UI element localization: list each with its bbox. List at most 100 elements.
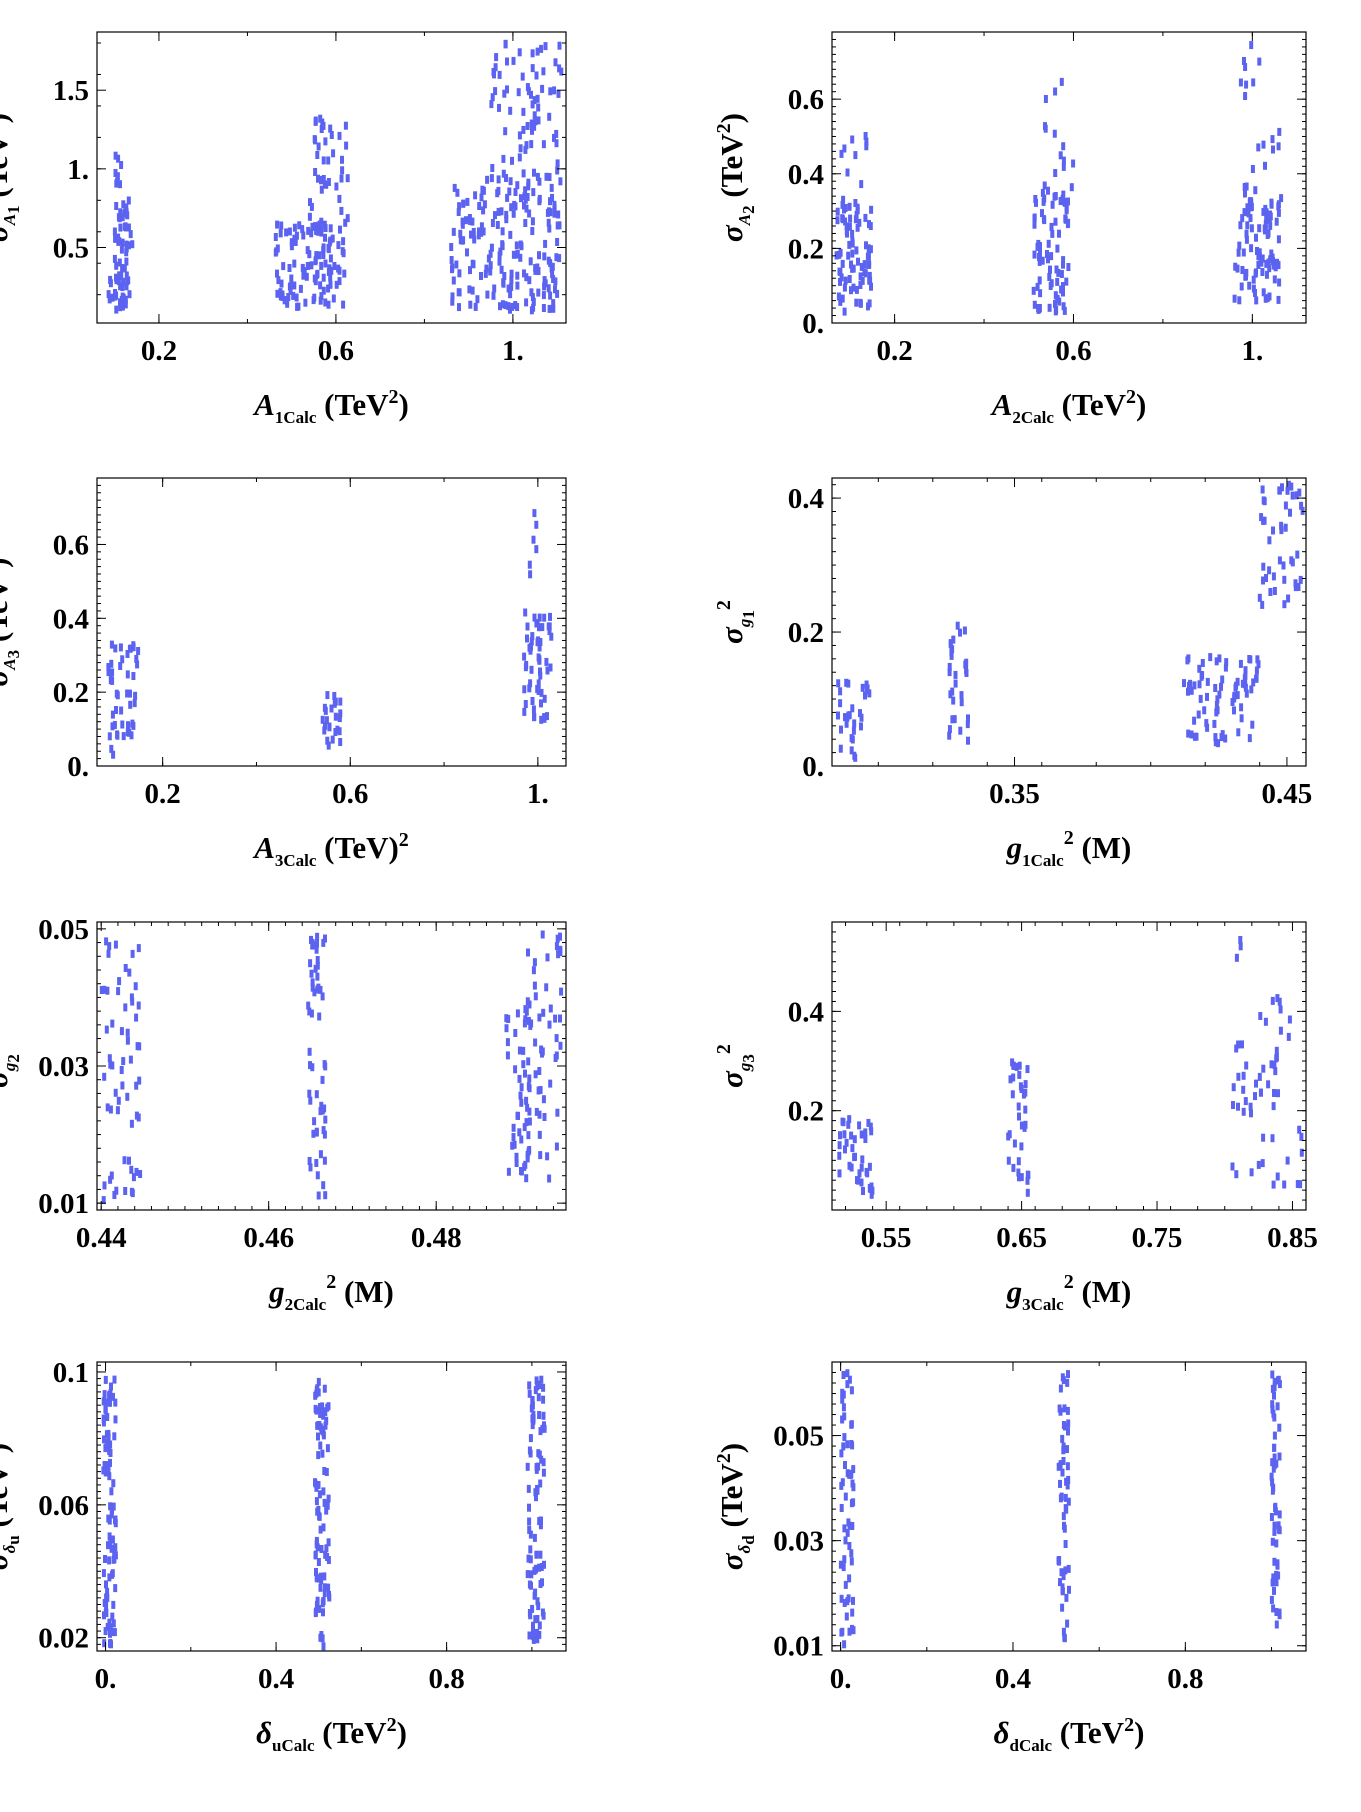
data-point (854, 298, 859, 307)
data-point (841, 195, 846, 204)
x-label-subscript: Calc (283, 408, 317, 427)
data-point (843, 1580, 848, 1589)
data-point (318, 114, 323, 123)
data-point (542, 1424, 547, 1433)
data-point (528, 1545, 533, 1554)
data-point (472, 235, 477, 244)
data-point (556, 89, 561, 98)
data-point (552, 209, 557, 218)
data-point (1260, 1159, 1265, 1168)
data-point (536, 636, 541, 645)
data-point (1058, 1384, 1063, 1393)
data-point (1272, 1586, 1276, 1595)
data-point (1270, 1405, 1275, 1414)
data-point (118, 208, 123, 217)
data-point (554, 139, 559, 148)
data-point (838, 1560, 843, 1569)
data-point (853, 753, 858, 762)
data-point (552, 133, 556, 142)
x-tick-label: 0.35 (989, 778, 1040, 810)
data-point (958, 628, 962, 637)
y-label-units: (TeV (714, 1463, 749, 1536)
data-point (490, 219, 495, 227)
data-point (501, 154, 506, 163)
data-point (1298, 575, 1303, 584)
data-point (1047, 303, 1052, 312)
x-label-symbol: A (252, 387, 275, 422)
data-point (121, 1057, 126, 1066)
data-point (322, 1104, 327, 1113)
data-point (543, 42, 548, 51)
plot-frame (96, 1361, 567, 1652)
data-point (123, 1187, 128, 1195)
data-point (509, 275, 514, 284)
data-point (523, 186, 528, 195)
data-point (318, 1150, 323, 1159)
data-point (133, 982, 138, 991)
data-point (511, 250, 516, 259)
data-point (1061, 1512, 1066, 1521)
data-point (863, 691, 867, 700)
data-point (1247, 655, 1252, 663)
data-point (1272, 275, 1277, 284)
data-point (1287, 1015, 1292, 1024)
data-point (1064, 206, 1069, 215)
data-point (468, 266, 472, 275)
x-label-symbol: δ (994, 1715, 1010, 1750)
data-point (527, 1381, 532, 1390)
data-point (1213, 684, 1218, 692)
data-point (102, 1435, 106, 1444)
data-point (1239, 703, 1244, 712)
data-point (101, 1466, 106, 1475)
data-point (1245, 203, 1250, 212)
data-point (315, 932, 320, 941)
data-point (510, 1141, 515, 1150)
data-point (541, 1008, 546, 1017)
data-point (1261, 288, 1266, 297)
data-point (105, 1398, 110, 1407)
data-point (857, 218, 862, 227)
data-point (102, 1599, 107, 1607)
data-point (1276, 208, 1281, 217)
data-point (552, 86, 557, 95)
data-point (852, 1135, 857, 1144)
data-point (1257, 248, 1262, 257)
data-point (134, 1081, 139, 1090)
data-point (1272, 1391, 1276, 1400)
data-point (119, 706, 124, 715)
x-label-units: (TeV (1054, 387, 1127, 422)
data-point (1017, 1070, 1022, 1079)
data-point (1269, 1472, 1274, 1481)
data-point (1007, 1130, 1012, 1139)
data-point (326, 1583, 331, 1592)
x-label-units: (TeV (316, 387, 389, 422)
data-point (1188, 679, 1193, 688)
data-point (867, 271, 872, 280)
data-point (524, 1174, 529, 1183)
data-point (1271, 1102, 1276, 1111)
data-point (483, 269, 488, 278)
data-point (849, 1557, 854, 1566)
y-axis-label: σg12 (713, 600, 758, 644)
x-label-subscript: 1 (1022, 851, 1031, 870)
data-point (1263, 219, 1268, 228)
data-point (1025, 1188, 1030, 1197)
y-axis-label: σδd (TeV2) (713, 1443, 758, 1570)
data-point (1276, 295, 1281, 304)
data-point (1293, 583, 1298, 592)
data-point (477, 202, 482, 210)
data-point (1065, 1462, 1070, 1471)
data-point (533, 1038, 538, 1047)
data-point (1244, 689, 1249, 698)
data-point (526, 1057, 531, 1066)
data-point (850, 1608, 855, 1617)
data-point (839, 1504, 844, 1512)
data-point (102, 1462, 107, 1470)
data-point (320, 715, 325, 724)
data-point (964, 669, 969, 677)
data-point (113, 1543, 118, 1552)
data-point (1065, 1445, 1069, 1454)
data-point (837, 1141, 842, 1150)
data-point (532, 168, 536, 177)
data-point (489, 174, 494, 183)
